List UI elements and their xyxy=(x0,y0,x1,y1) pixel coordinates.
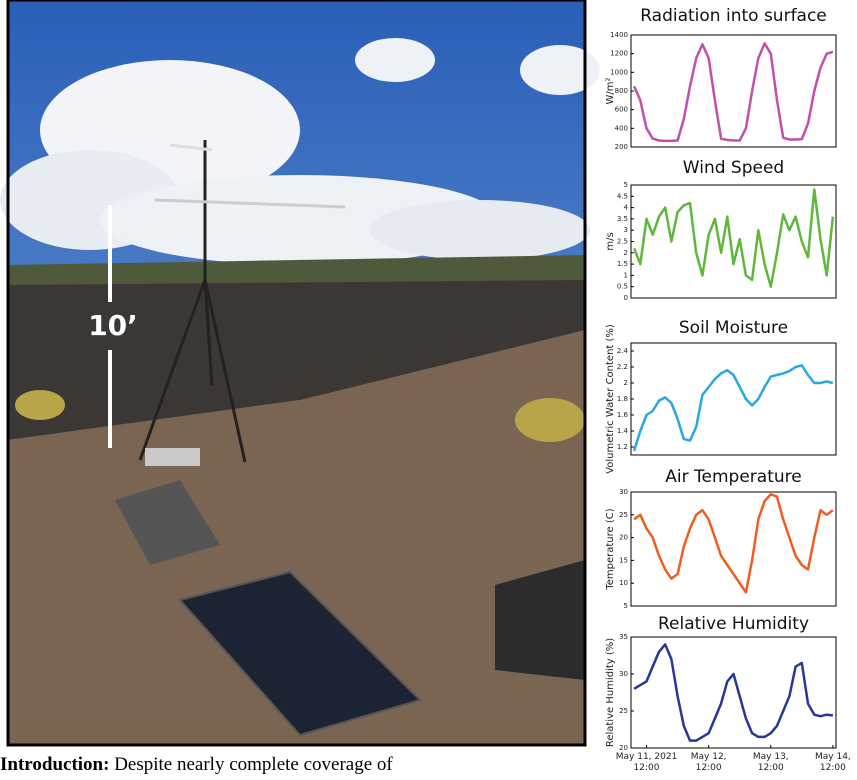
x-tick-label: May 14,12:00 xyxy=(815,752,851,773)
y-tick-label: 5 xyxy=(624,181,628,189)
y-tick-label: 10 xyxy=(619,579,628,587)
y-axis-label: Relative Humidity (%) xyxy=(605,638,616,747)
x-tick-label-line: 12:00 xyxy=(758,763,784,773)
y-tick-label: 1.8 xyxy=(617,395,628,403)
y-tick-label: 2 xyxy=(624,379,628,387)
x-tick-label-line: May 12, xyxy=(691,752,727,762)
y-tick-label: 3 xyxy=(624,226,628,234)
y-tick-label: 400 xyxy=(615,124,628,132)
y-tick-label: 0.5 xyxy=(617,283,628,291)
data-line xyxy=(634,43,833,140)
y-tick-label: 200 xyxy=(615,143,628,151)
y-tick-label: 5 xyxy=(624,602,628,610)
x-tick-label-line: 12:00 xyxy=(820,763,846,773)
page: 10’ Introduction: Despite nearly complet… xyxy=(0,0,857,776)
x-tick-label-line: May 13, xyxy=(753,752,789,762)
y-tick-label: 0 xyxy=(624,294,628,302)
y-axis-label: m/s xyxy=(605,232,616,250)
chart-title: Radiation into surface xyxy=(640,6,827,26)
y-tick-label: 2 xyxy=(624,249,628,257)
y-tick-label: 2.2 xyxy=(617,363,628,371)
chart-title: Soil Moisture xyxy=(679,318,788,338)
y-tick-label: 4 xyxy=(624,204,629,212)
y-tick-label: 2.4 xyxy=(617,347,629,355)
y-tick-label: 600 xyxy=(615,106,628,114)
caption-text: Despite nearly complete coverage of xyxy=(114,754,393,775)
y-axis-label: Temperature (C) xyxy=(605,508,616,590)
y-tick-label: 35 xyxy=(619,633,628,641)
y-tick-label: 25 xyxy=(619,511,628,519)
y-tick-label: 2.5 xyxy=(617,238,628,246)
x-tick-label-line: May 14, xyxy=(815,752,851,762)
chart-title: Wind Speed xyxy=(683,158,784,178)
y-tick-label: 1.2 xyxy=(617,443,628,451)
height-label: 10’ xyxy=(88,309,138,342)
y-tick-label: 4.5 xyxy=(617,192,628,200)
caption-label: Introduction: xyxy=(0,754,109,775)
photo: 10’ xyxy=(0,0,600,745)
y-tick-label: 1.6 xyxy=(617,411,629,419)
y-tick-label: 1200 xyxy=(610,50,628,58)
y-tick-label: 1.5 xyxy=(617,260,628,268)
y-tick-label: 30 xyxy=(619,670,628,678)
data-line xyxy=(634,644,833,740)
y-tick-label: 1.4 xyxy=(617,427,629,435)
chart-title: Relative Humidity xyxy=(658,614,809,634)
data-line xyxy=(634,365,833,451)
y-tick-label: 3.5 xyxy=(617,215,628,223)
y-tick-label: 1000 xyxy=(610,68,628,76)
y-tick-label: 800 xyxy=(615,87,628,95)
x-tick-label: May 13,12:00 xyxy=(753,752,789,773)
y-tick-label: 20 xyxy=(619,534,628,542)
chart-title: Air Temperature xyxy=(665,467,801,487)
y-tick-label: 30 xyxy=(619,488,628,496)
x-tick-label-line: 12:00 xyxy=(634,763,660,773)
caption: Introduction: Despite nearly complete co… xyxy=(0,754,393,775)
data-line xyxy=(634,494,833,592)
y-tick-label: 1 xyxy=(624,271,628,279)
plot-frame xyxy=(631,492,836,606)
x-tick-label-line: 12:00 xyxy=(696,763,722,773)
y-tick-label: 1400 xyxy=(610,31,628,39)
data-line xyxy=(634,190,833,287)
y-axis-label: Volumetric Water Content (%) xyxy=(605,324,616,474)
plot-frame xyxy=(631,185,836,298)
x-tick-label-line: May 11, 2021 xyxy=(616,752,678,762)
x-tick-label: May 12,12:00 xyxy=(691,752,727,773)
y-tick-label: 25 xyxy=(619,707,628,715)
y-tick-label: 15 xyxy=(619,556,628,564)
